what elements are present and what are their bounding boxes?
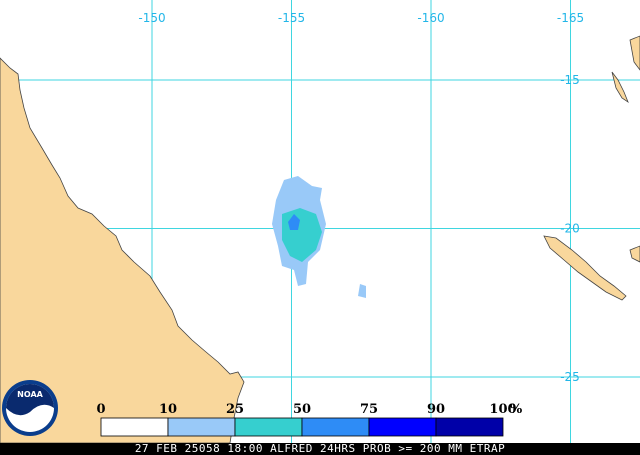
noaa-logo: NOAA — [2, 380, 58, 436]
island — [629, 245, 640, 263]
legend-label: 10 — [159, 402, 177, 417]
longitude-label: -155 — [278, 11, 305, 25]
probability-medium — [288, 214, 300, 230]
logo-text: NOAA — [17, 390, 43, 399]
latitude-label: -25 — [560, 370, 580, 384]
coordinate-labels: -150 -155 -160 -165 -15 -20 -25 — [138, 11, 584, 384]
latitude-label: -15 — [560, 73, 580, 87]
latitude-label: -20 — [560, 222, 580, 236]
legend-label: 0 — [96, 402, 105, 417]
longitude-label: -150 — [138, 11, 165, 25]
legend-unit: % — [510, 402, 523, 417]
legend-swatch — [100, 417, 169, 437]
legend-label: 100 — [489, 402, 516, 417]
legend-label: 75 — [360, 402, 378, 417]
legend-label: 90 — [427, 402, 445, 417]
new-caledonia — [543, 235, 627, 301]
footer-text: 27 FEB 25058 18:00 ALFRED 24HRS PROB >= … — [135, 442, 505, 455]
legend-label: 25 — [226, 402, 244, 417]
vanuatu-island — [629, 35, 640, 71]
legend-swatch — [301, 417, 370, 437]
legend-swatch — [234, 417, 303, 437]
australia-land — [0, 57, 245, 444]
longitude-label: -160 — [417, 11, 444, 25]
legend: 0 10 25 50 75 90 100% — [96, 402, 523, 437]
legend-swatch — [435, 417, 504, 437]
legend-swatch — [167, 417, 236, 437]
footer-bar — [0, 443, 640, 455]
legend-label: 50 — [293, 402, 311, 417]
probability-light — [358, 284, 366, 298]
legend-swatch — [368, 417, 437, 437]
longitude-label: -165 — [557, 11, 584, 25]
vanuatu-island — [611, 71, 629, 104]
